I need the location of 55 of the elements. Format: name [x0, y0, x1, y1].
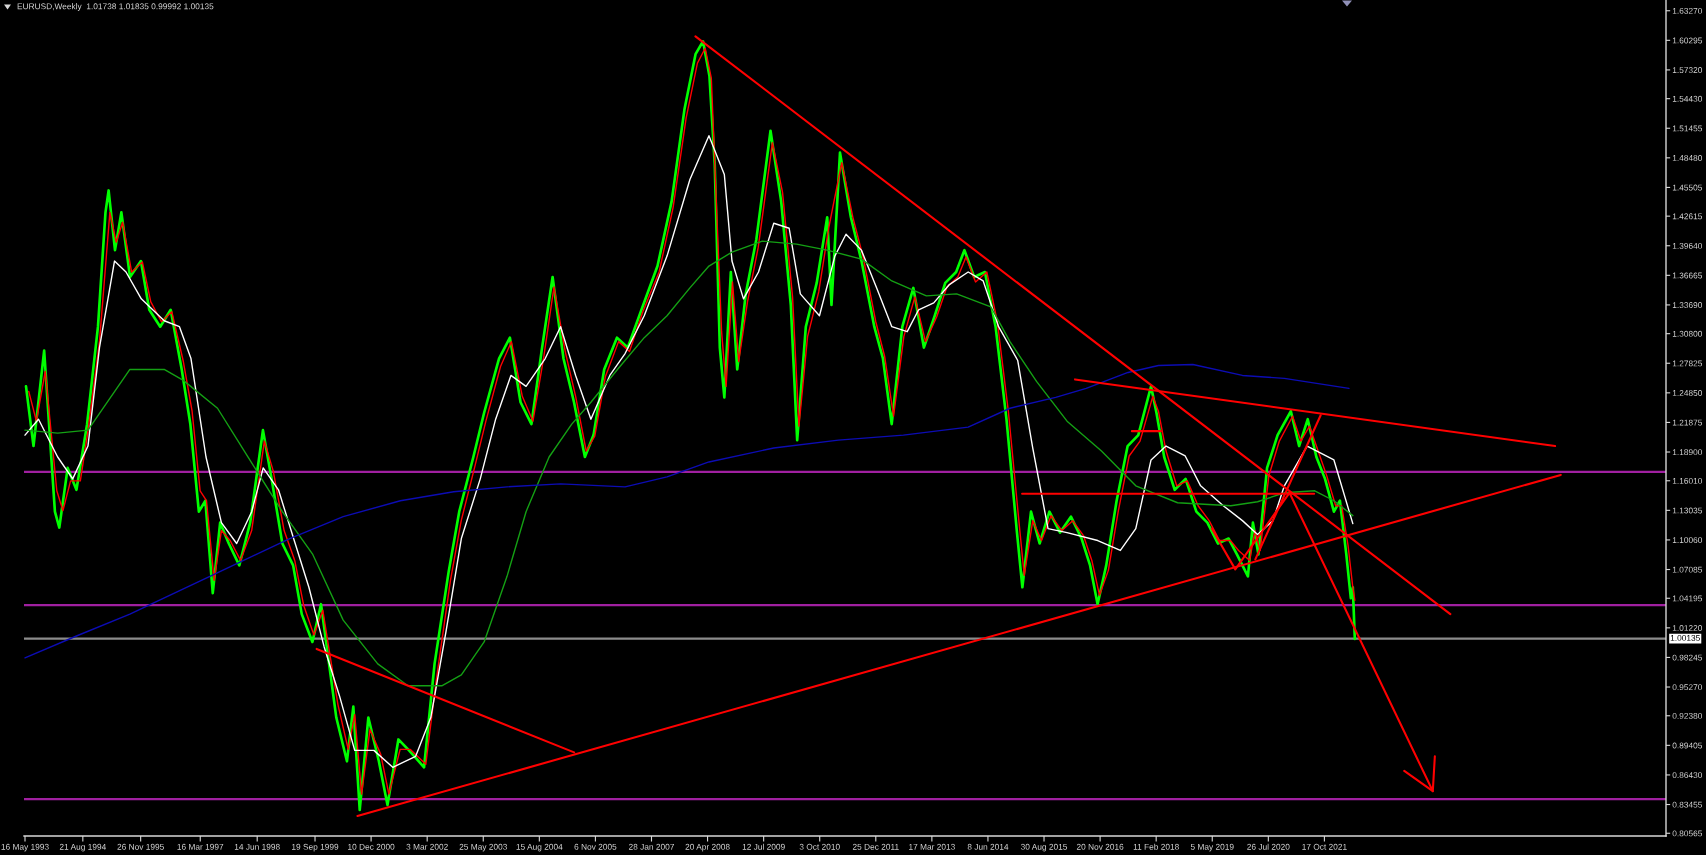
y-tick-label: 1.16010 — [1672, 477, 1703, 484]
x-tick-label: 16 Mar 1997 — [177, 843, 224, 850]
x-tick-label: 30 Aug 2015 — [1020, 843, 1068, 852]
y-tick-label: 1.54430 — [1672, 95, 1703, 102]
y-tick-label: 1.10060 — [1672, 537, 1703, 544]
x-tick-label: 25 May 2003 — [459, 843, 507, 852]
y-tick-label: 1.30800 — [1672, 330, 1703, 337]
x-tick-label: 12 Jul 2009 — [742, 843, 785, 850]
x-tick-label: 14 Jun 1998 — [234, 843, 280, 850]
y-tick-label: 1.18900 — [1672, 449, 1703, 456]
x-tick-label: 8 Jun 2014 — [967, 843, 1009, 850]
y-tick-label: 1.01220 — [1672, 625, 1703, 631]
x-tick-label: 26 Nov 1995 — [117, 843, 164, 850]
y-tick-label: 1.45505 — [1672, 184, 1703, 191]
y-tick-label: 1.24850 — [1672, 390, 1703, 396]
y-tick-label: 1.13035 — [1672, 507, 1703, 514]
y-tick-label: 0.89405 — [1672, 742, 1703, 749]
y-tick-label: 0.92380 — [1672, 712, 1703, 719]
y-tick-label: 1.60295 — [1672, 37, 1703, 44]
y-tick-label: 0.98245 — [1672, 654, 1703, 661]
y-tick-label: 1.51455 — [1672, 125, 1703, 132]
y-tick-label: 1.63270 — [1672, 7, 1703, 14]
y-tick-label: 1.21875 — [1672, 419, 1703, 426]
x-tick-label: 6 Nov 2005 — [574, 843, 617, 850]
y-tick-label: 0.83455 — [1672, 801, 1703, 808]
x-tick-label: 25 Dec 2011 — [852, 843, 899, 850]
x-tick-label: 5 May 2019 — [1190, 843, 1234, 852]
y-tick-label: 1.57320 — [1672, 67, 1703, 74]
x-tick-label: 19 Sep 1999 — [292, 843, 339, 852]
y-tick-label: 0.86430 — [1672, 772, 1703, 779]
ref-line-label: 1.00135 — [1670, 634, 1700, 641]
y-tick-label: 1.33690 — [1672, 302, 1703, 309]
x-tick-label: 26 Jul 2020 — [1247, 843, 1290, 850]
x-tick-label: 20 Apr 2008 — [685, 843, 730, 852]
x-tick-label: 15 Aug 2004 — [516, 843, 563, 852]
y-tick-label: 1.36665 — [1672, 272, 1703, 279]
y-tick-label: 1.42615 — [1672, 213, 1703, 220]
x-tick-label: 20 Nov 2016 — [1076, 843, 1124, 850]
y-tick-label: 0.95270 — [1672, 684, 1703, 691]
x-tick-label: 10 Dec 2000 — [348, 843, 395, 850]
x-tick-label: 21 Aug 1994 — [59, 843, 106, 852]
x-tick-label: 11 Feb 2018 — [1133, 843, 1179, 850]
y-tick-label: 1.27825 — [1672, 360, 1703, 367]
x-tick-label: 16 May 1993 — [1, 843, 49, 852]
y-tick-label: 1.04195 — [1672, 595, 1703, 602]
y-tick-label: 1.39640 — [1672, 242, 1703, 249]
x-tick-label: 28 Jan 2007 — [628, 843, 675, 850]
x-tick-label: 3 Oct 2010 — [799, 843, 840, 850]
y-tick-label: 1.07085 — [1672, 566, 1703, 573]
y-tick-label: 1.48480 — [1672, 155, 1703, 161]
x-tick-label: 17 Mar 2013 — [909, 843, 955, 850]
chart-title: EURUSD,Weekly 1.01738 1.01835 0.99992 1.00135 — [17, 3, 214, 11]
y-tick-label: 0.80565 — [1672, 830, 1703, 837]
x-tick-label: 17 Oct 2021 — [1302, 843, 1347, 850]
x-tick-label: 3 Mar 2002 — [406, 843, 448, 850]
